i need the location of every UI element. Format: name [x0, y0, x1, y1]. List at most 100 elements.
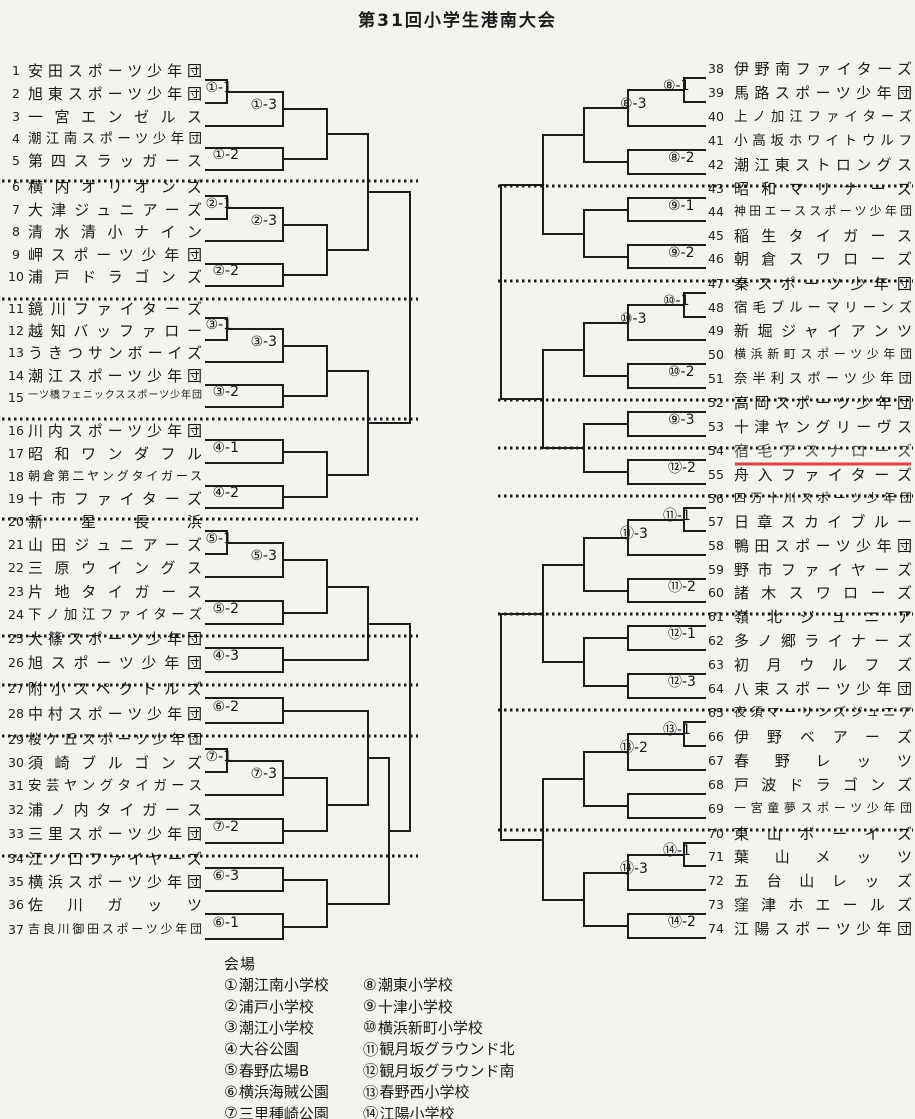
team-number: 23 [8, 584, 24, 599]
team-row: 14 潮江スポーツ少年団 [4, 367, 202, 384]
team-number: 14 [8, 368, 24, 383]
bracket-game-label: ⑫-1 [668, 626, 696, 642]
team-row: 74 江陽スポーツ少年団 [708, 920, 912, 937]
team-name: 越知バッファロー [28, 322, 202, 340]
team-row: 31 安芸ヤングタイガース [4, 777, 202, 794]
team-number: 61 [708, 609, 724, 624]
bracket-game-label: ④-1 [212, 440, 239, 456]
bracket-game-label: ⑭-1 [663, 843, 691, 859]
team-number: 33 [8, 826, 24, 841]
team-number: 68 [708, 777, 724, 792]
team-row: 57 日章スカイブルー [708, 513, 912, 530]
team-name: 中村スポーツ少年団 [28, 705, 202, 723]
team-number: 19 [8, 491, 24, 506]
team-row: 40 上ノ加江ファイターズ [708, 108, 912, 125]
team-name: 十津ヤングリーヴス [734, 418, 912, 436]
team-row: 26 旭スポーツ少年団 [4, 654, 202, 671]
team-number: 69 [708, 801, 724, 816]
team-row: 32 浦ノ内タイガース [4, 801, 202, 818]
team-row: 25 大篠スポーツ少年団 [4, 630, 202, 647]
team-number: 31 [8, 778, 24, 793]
team-row: 55 舟入ファイターズ [708, 466, 912, 483]
team-name: 旭スポーツ少年団 [28, 654, 202, 672]
venue-item: ① 潮江南小学校 [224, 974, 329, 995]
bracket-game-label: ③-3 [250, 334, 277, 350]
team-row: 45 稲生タイガース [708, 227, 912, 244]
team-row: 73 窪津ホエールズ [708, 896, 912, 913]
team-name: 十市ファイターズ [28, 490, 202, 508]
venue-name: 三里種崎公園 [238, 1104, 329, 1119]
team-name: 新星長浜 [28, 513, 202, 531]
team-row: 21 山田ジュニアーズ [4, 536, 202, 553]
team-row: 58 鴨田スポーツ少年団 [708, 537, 912, 554]
venue-name: 潮江南小学校 [238, 976, 329, 995]
team-number: 38 [708, 61, 724, 76]
team-name: 春野レッツ [734, 752, 912, 770]
bracket-game-label: ⑬-1 [663, 722, 691, 738]
bracket-game-label: ④-3 [212, 648, 239, 664]
bracket-game-label: ⑦-1 [205, 749, 232, 765]
team-name: 五台山レッズ [734, 872, 912, 890]
team-row: 10 浦戸ドラゴンズ [4, 268, 202, 285]
team-number: 41 [708, 133, 724, 148]
bracket-game-label: ⑬-2 [620, 740, 648, 756]
team-number: 6 [12, 179, 20, 194]
team-row: 6 横内オリオンズ [4, 178, 202, 195]
venue-item: ⑬ 春野西小学校 [363, 1081, 515, 1102]
team-number: 1 [12, 63, 20, 78]
venue-name: 大谷公園 [238, 1040, 299, 1059]
team-name: 安芸ヤングタイガース [28, 778, 202, 794]
team-name: 葉山メッツ [734, 848, 912, 866]
bracket-game-label: ④-2 [212, 485, 239, 501]
team-name: 江陽スポーツ少年団 [734, 920, 912, 938]
bracket-game-label: ⑨-2 [668, 245, 695, 261]
bracket-game-label: ⑥-2 [212, 699, 239, 715]
team-name: 朝倉第二ヤングタイガース [28, 469, 202, 483]
team-row: 48 宿毛ブルーマリーンズ [708, 299, 912, 316]
team-row: 7 大津ジュニアーズ [4, 201, 202, 218]
team-number: 34 [8, 851, 24, 866]
team-row: 29 桜ケ丘スポーツ少年団 [4, 731, 202, 748]
team-number: 32 [8, 802, 24, 817]
team-name: 第四スラッガース [28, 152, 202, 170]
team-row: 53 十津ヤングリーヴス [708, 418, 912, 435]
team-name: 旭東スポーツ少年団 [28, 85, 202, 103]
team-number: 42 [708, 157, 724, 172]
team-number: 20 [8, 514, 24, 529]
team-row: 37 吉良川御田スポーツ少年団 [4, 921, 202, 938]
team-row: 56 四万十川スポーツ少年団 [708, 490, 912, 507]
team-name: 多ノ郷ライナーズ [734, 632, 912, 650]
venue-name: 浦戸小学校 [238, 997, 314, 1016]
team-number: 43 [708, 181, 724, 196]
venue-heading: 会場 [224, 955, 257, 973]
venue-item: ② 浦戸小学校 [224, 995, 329, 1016]
team-name: 一宮童夢スポーツ少年団 [734, 801, 912, 815]
team-name: 窪津ホエールズ [734, 896, 912, 914]
team-number: 7 [12, 202, 20, 217]
team-row: 44 神田エーススポーツ少年団 [708, 203, 912, 220]
team-number: 8 [12, 224, 20, 239]
team-number: 5 [12, 153, 20, 168]
team-name: 横浜新町スポーツ少年団 [734, 347, 912, 361]
team-row: 54 宿毛アスナローズ [708, 442, 912, 459]
team-row: 67 春野レッツ [708, 752, 912, 769]
team-number: 37 [8, 922, 24, 937]
team-number: 29 [8, 732, 24, 747]
team-name: 馬路スポーツ少年団 [734, 84, 912, 102]
team-number: 48 [708, 300, 724, 315]
team-number: 49 [708, 323, 724, 338]
bracket-game-label: ③-2 [212, 384, 239, 400]
bracket-game-label: ⑦-2 [212, 819, 239, 835]
team-row: 2 旭東スポーツ少年団 [4, 85, 202, 102]
venue-name: 横浜海賊公園 [238, 1083, 329, 1102]
team-row: 36 佐川ガッツ [4, 896, 202, 913]
venue-number-mark: ② [224, 997, 238, 1016]
bracket-game-label: ⑧-3 [620, 96, 647, 112]
team-name: 一ツ橋フェニックススポーツ少年団 [28, 390, 202, 401]
team-row: 30 須崎ブルゴンズ [4, 754, 202, 771]
team-row: 17 昭和ワンダフル [4, 445, 202, 462]
team-number: 2 [12, 86, 20, 101]
team-name: 附小スペクトルズ [28, 680, 202, 698]
